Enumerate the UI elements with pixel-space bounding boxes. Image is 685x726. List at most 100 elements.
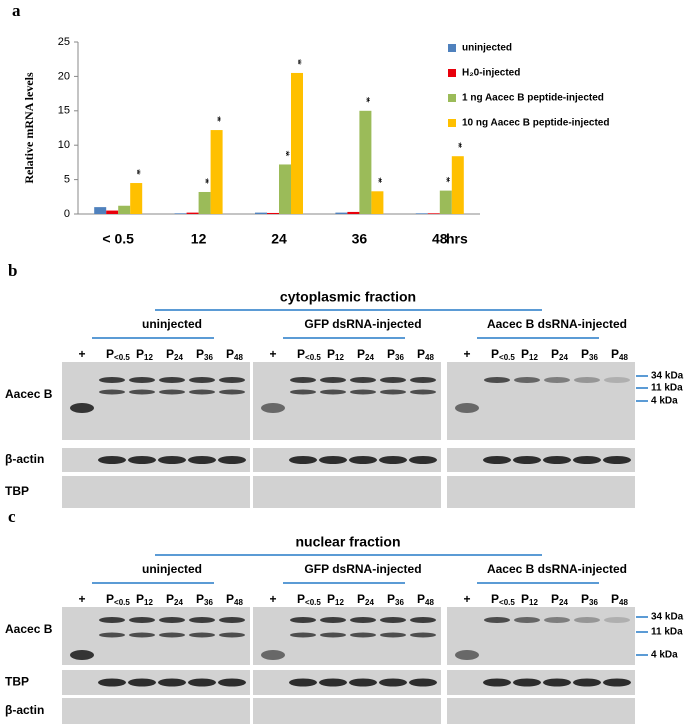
lane-letter: P <box>491 592 499 606</box>
lane-label: P<0.5 <box>491 592 515 607</box>
bar <box>335 212 348 214</box>
bar <box>371 191 384 214</box>
band <box>219 617 245 623</box>
band <box>98 678 126 687</box>
band <box>544 617 570 623</box>
band <box>219 389 245 395</box>
bar <box>255 212 267 214</box>
band <box>219 632 245 638</box>
control-lane-label: + <box>463 592 470 606</box>
band <box>543 678 571 687</box>
lane-label: P12 <box>521 592 538 607</box>
band <box>290 617 316 623</box>
x-tick-label: 48 <box>432 231 448 247</box>
band <box>128 678 156 687</box>
lane-subscript: 48 <box>425 353 434 362</box>
band <box>320 377 346 383</box>
band <box>159 632 185 638</box>
panel-label: a <box>12 1 21 20</box>
lane-subscript: 12 <box>529 353 538 362</box>
lane-subscript: 24 <box>365 353 374 362</box>
lane-label: P48 <box>611 592 628 607</box>
lane-label: P48 <box>226 592 243 607</box>
band <box>289 678 317 687</box>
bar <box>439 190 452 214</box>
marker-label: 11 kDa <box>651 383 683 394</box>
lane-subscript: <0.5 <box>114 353 130 362</box>
band <box>320 617 346 623</box>
lane-subscript: <0.5 <box>499 598 515 607</box>
panel-label: b <box>8 261 17 280</box>
marker-label: 4 kDa <box>651 650 678 661</box>
lane-letter: P <box>581 347 589 361</box>
band <box>99 377 125 383</box>
lane-subscript: 24 <box>174 353 183 362</box>
band <box>188 456 216 464</box>
band <box>350 632 376 638</box>
band <box>99 617 125 623</box>
bar <box>210 130 223 214</box>
band <box>379 456 407 464</box>
y-tick-label: 5 <box>64 174 70 186</box>
band <box>290 389 316 395</box>
legend-swatch <box>448 119 456 127</box>
bar <box>198 191 211 214</box>
control-lane-label: + <box>269 592 276 606</box>
band <box>379 678 407 687</box>
x-tick-label: 24 <box>271 231 287 247</box>
band <box>380 389 406 395</box>
band <box>129 632 155 638</box>
lane-subscript: <0.5 <box>305 353 321 362</box>
band <box>349 678 377 687</box>
band <box>99 389 125 395</box>
significance: ** <box>372 177 383 183</box>
band <box>158 456 186 464</box>
bar <box>347 211 360 214</box>
lane-label: P12 <box>136 347 153 362</box>
band <box>319 456 347 464</box>
bar <box>118 205 131 214</box>
lane-letter: P <box>357 592 365 606</box>
lane-letter: P <box>611 347 619 361</box>
bar <box>359 110 372 214</box>
y-tick-label: 20 <box>58 70 70 82</box>
group-title: Aacec B dsRNA-injected <box>487 562 627 576</box>
lane-letter: P <box>196 592 204 606</box>
band <box>261 403 285 413</box>
band <box>514 377 540 383</box>
lane-letter: P <box>327 592 335 606</box>
lane-letter: P <box>357 347 365 361</box>
lane-subscript: 24 <box>559 598 568 607</box>
group-title: uninjected <box>142 562 202 576</box>
control-lane-label: + <box>78 592 85 606</box>
band <box>158 678 186 687</box>
significance: ** <box>211 116 222 122</box>
lane-letter: P <box>581 592 589 606</box>
lane-letter: P <box>106 592 114 606</box>
lane-label: P24 <box>357 347 374 362</box>
lane-letter: P <box>136 592 144 606</box>
legend-swatch <box>448 69 456 77</box>
legend-label: H₂0-injected <box>462 68 520 79</box>
lane-label: P48 <box>417 592 434 607</box>
lane-subscript: 12 <box>144 353 153 362</box>
lane-subscript: 36 <box>589 353 598 362</box>
band <box>410 389 436 395</box>
bar <box>186 212 199 214</box>
lane-label: P36 <box>581 592 598 607</box>
lane-letter: P <box>387 592 395 606</box>
band <box>129 377 155 383</box>
fraction-title: cytoplasmic fraction <box>280 289 416 305</box>
blot <box>62 698 250 724</box>
group-title: GFP dsRNA-injected <box>304 562 421 576</box>
legend-label: 10 ng Aacec B peptide-injected <box>462 118 609 129</box>
y-tick-label: 0 <box>64 208 70 220</box>
band <box>380 377 406 383</box>
band <box>350 377 376 383</box>
band <box>455 650 479 660</box>
band <box>455 403 479 413</box>
bar <box>451 156 464 214</box>
band <box>604 377 630 383</box>
control-lane-label: + <box>78 347 85 361</box>
